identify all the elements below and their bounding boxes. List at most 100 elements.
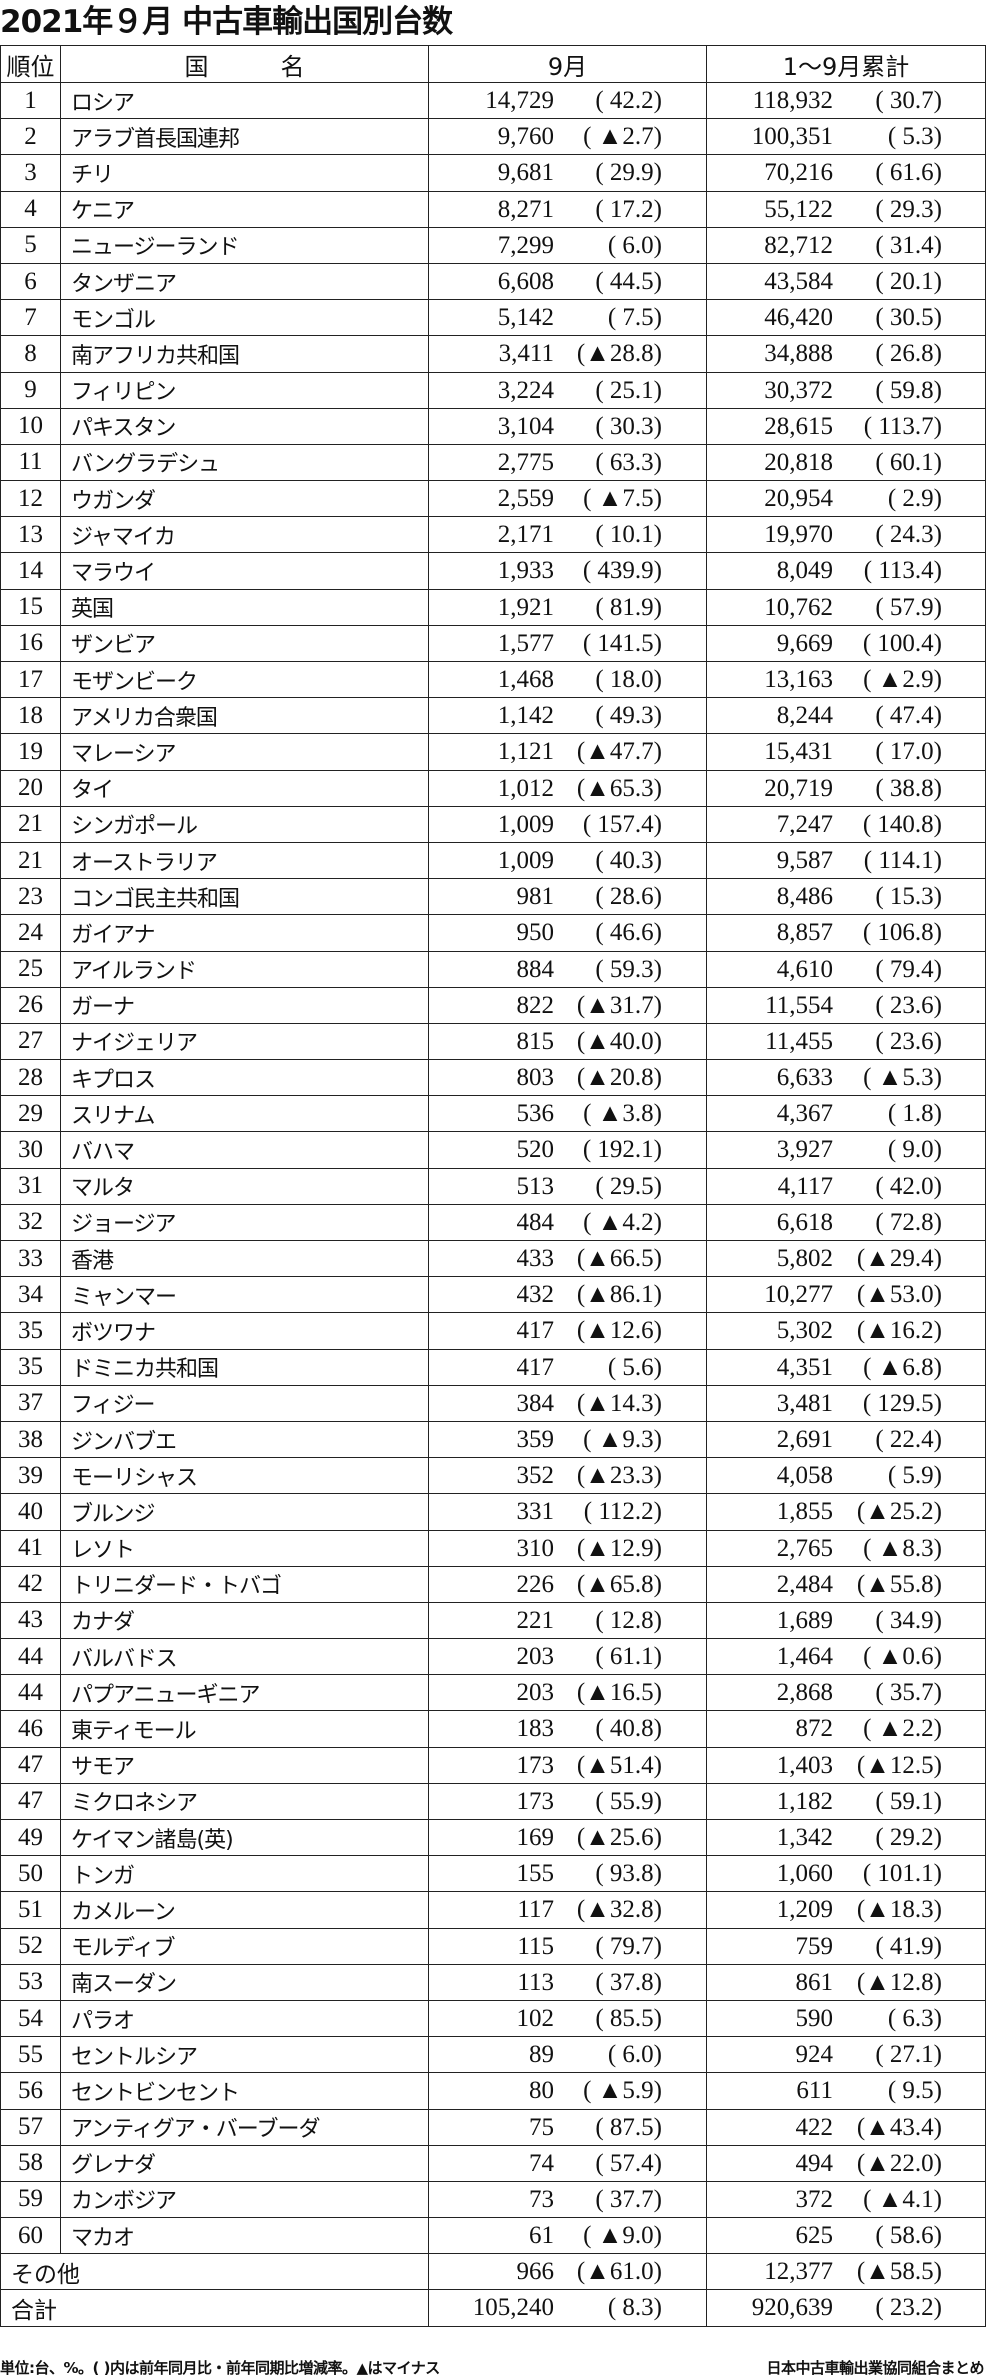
table-row: 41 レソト 310 (▲12.9) 2,765 ( ▲8.3): [0, 1529, 986, 1567]
header-september: 9月: [428, 45, 707, 83]
country-cell: マルタ: [60, 1167, 429, 1205]
cumulative-cell: 28,615 ( 113.7): [706, 407, 986, 445]
country-cell: アメリカ合衆国: [60, 697, 429, 735]
change-rate: ( 93.8): [595, 1860, 662, 1888]
unit-count: 118,932: [752, 87, 833, 114]
cumulative-cell: 55,122 ( 29.3): [706, 190, 986, 228]
unit-count: 74: [529, 2149, 554, 2177]
unit-count: 5,302: [776, 1317, 833, 1345]
rank-cell: 4: [0, 190, 61, 228]
cumulative-cell: 8,049 ( 113.4): [706, 552, 986, 590]
unit-count: 5,802: [776, 1245, 833, 1272]
change-rate: ( ▲8.3): [863, 1534, 942, 1562]
unit-count: 1,209: [776, 1896, 833, 1924]
change-rate: ( 55.9): [595, 1787, 662, 1815]
country-cell: タンザニア: [60, 262, 429, 301]
rank-cell: 23: [0, 878, 61, 916]
september-cell: 1,012 (▲65.3): [428, 769, 707, 807]
rank-cell: 44: [0, 1638, 61, 1676]
unit-count: 11,554: [765, 991, 833, 1019]
change-rate: ( 106.8): [862, 919, 942, 947]
rank-cell: 14: [0, 552, 61, 590]
september-cell: 7,299 ( 6.0): [428, 226, 707, 264]
rank-cell: 30: [0, 1131, 61, 1169]
unit-count: 102: [516, 2004, 555, 2032]
table-row: 1 ロシア 14,729 ( 42.2) 118,932 ( 30.7): [0, 81, 986, 120]
country-cell: 南アフリカ共和国: [60, 335, 429, 373]
unit-count: 6,608: [497, 267, 554, 295]
table-row: 40 ブルンジ 331 ( 112.2) 1,855 (▲25.2): [0, 1493, 986, 1531]
rank-cell: 50: [0, 1855, 61, 1893]
table-row: 15 英国 1,921 ( 81.9) 10,762 ( 57.9): [0, 588, 986, 626]
september-cell: 14,729 ( 42.2): [428, 81, 707, 120]
country-cell: 東ティモール: [60, 1710, 429, 1748]
cumulative-cell: 1,403 (▲12.5): [706, 1746, 986, 1784]
table-row: 19 マレーシア 1,121 (▲47.7) 15,431 ( 17.0): [0, 733, 986, 771]
unit-count: 75: [529, 2113, 554, 2141]
unit-count: 61: [529, 2222, 554, 2250]
country-cell: シンガポール: [60, 805, 429, 843]
cumulative-cell: 2,691 ( 22.4): [706, 1420, 986, 1459]
change-rate: ( 6.0): [607, 231, 662, 259]
unit-count: 9,681: [497, 159, 554, 187]
country-cell: ミャンマー: [60, 1276, 429, 1314]
change-rate: ( ▲3.8): [583, 1100, 662, 1128]
header-rank: 順位: [0, 45, 61, 83]
country-cell: アイルランド: [60, 950, 429, 988]
rank-cell: 44: [0, 1674, 61, 1712]
rank-cell: 12: [0, 480, 61, 518]
change-rate: (▲23.3): [576, 1462, 662, 1490]
rank-cell: 17: [0, 660, 61, 699]
september-cell: 3,224 ( 25.1): [428, 371, 707, 409]
rank-cell: 47: [0, 1746, 61, 1784]
table-row: 32 ジョージア 484 ( ▲4.2) 6,618 ( 72.8): [0, 1203, 986, 1242]
unit-count: 8,271: [497, 195, 554, 223]
table-row: 39 モーリシャス 352 (▲23.3) 4,058 ( 5.9): [0, 1457, 986, 1495]
unit-count: 1,921: [497, 593, 554, 621]
change-rate: ( 1.8): [887, 1100, 942, 1128]
change-rate: ( 17.0): [875, 738, 942, 766]
change-rate: (▲32.8): [576, 1896, 662, 1924]
cumulative-cell: 6,618 ( 72.8): [706, 1203, 986, 1242]
unit-count: 9,760: [497, 123, 554, 151]
others-row: その他 966 (▲61.0) 12,377 (▲58.5): [0, 2253, 986, 2291]
unit-count: 5,142: [497, 304, 554, 332]
cumulative-cell: 10,277 (▲53.0): [706, 1276, 986, 1314]
table-row: 54 パラオ 102 ( 85.5) 590 ( 6.3): [0, 1999, 986, 2038]
september-cell: 884 ( 59.3): [428, 950, 707, 988]
cumulative-cell: 1,689 ( 34.9): [706, 1601, 986, 1640]
change-rate: (▲53.0): [856, 1281, 942, 1309]
cumulative-cell: 19,970 ( 24.3): [706, 516, 986, 554]
table-row: 57 アンティグア・バーブーダ 75 ( 87.5) 422 (▲43.4): [0, 2108, 986, 2146]
change-rate: ( 113.7): [863, 412, 942, 440]
cumulative-cell: 5,302 (▲16.2): [706, 1312, 986, 1350]
table-row: 42 トリニダード・トバゴ 226 (▲65.8) 2,484 (▲55.8): [0, 1565, 986, 1603]
unit-count: 20,818: [764, 448, 833, 476]
september-cell: 417 (▲12.6): [428, 1312, 707, 1350]
table-row: 21 オーストラリア 1,009 ( 40.3) 9,587 ( 114.1): [0, 841, 986, 880]
change-rate: ( 27.1): [875, 2041, 942, 2069]
cumulative-cell: 625 ( 58.6): [706, 2217, 986, 2255]
cumulative-cell: 10,762 ( 57.9): [706, 588, 986, 626]
unit-count: 815: [516, 1027, 555, 1055]
rank-cell: 51: [0, 1891, 61, 1929]
country-cell: パキスタン: [60, 407, 429, 445]
unit-count: 359: [516, 1425, 555, 1453]
country-cell: ケイマン諸島(英): [60, 1818, 429, 1857]
change-rate: (▲18.3): [856, 1896, 942, 1924]
september-cell: 3,411 (▲28.8): [428, 335, 707, 373]
table-row: 50 トンガ 155 ( 93.8) 1,060 ( 101.1): [0, 1855, 986, 1893]
unit-count: 1,182: [776, 1787, 833, 1815]
change-rate: ( 12.8): [595, 1606, 662, 1634]
unit-count: 8,486: [776, 883, 833, 911]
september-cell: 226 (▲65.8): [428, 1565, 707, 1603]
september-cell: 384 (▲14.3): [428, 1384, 707, 1422]
unit-count: 803: [516, 1064, 555, 1092]
country-cell: ニュージーランド: [60, 226, 429, 264]
table-row: 33 香港 433 (▲66.5) 5,802 (▲29.4): [0, 1239, 986, 1278]
table-row: 17 モザンビーク 1,468 ( 18.0) 13,163 ( ▲2.9): [0, 660, 986, 699]
change-rate: (▲14.3): [576, 1389, 662, 1417]
change-rate: ( 59.8): [875, 376, 942, 404]
cumulative-cell: 2,868 ( 35.7): [706, 1674, 986, 1712]
september-cell: 61 ( ▲9.0): [428, 2217, 707, 2255]
